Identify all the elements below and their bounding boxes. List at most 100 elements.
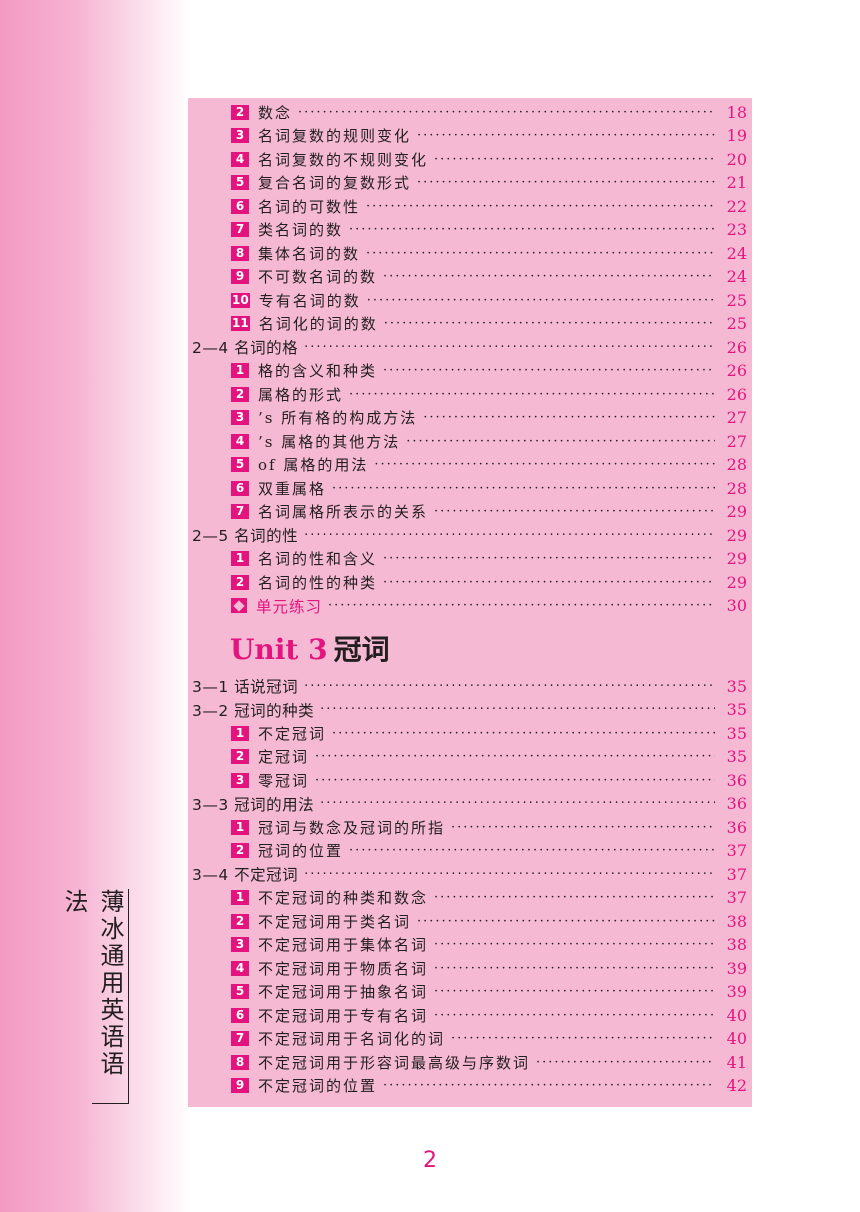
dot-leader — [332, 481, 715, 496]
dot-leader — [434, 504, 715, 519]
toc-entry-label: 不定冠词用于形容词最高级与序数词 — [258, 1053, 531, 1072]
dot-leader — [349, 222, 715, 237]
toc-entry-page: 36 — [726, 770, 747, 790]
section-number-badge: 2 — [231, 386, 249, 402]
toc-entry[interactable]: 7 名词属格所表示的关系 29 — [188, 501, 752, 523]
toc-entry-label: ’s 属格的其他方法 — [258, 432, 401, 451]
section-number-badge: 9 — [231, 1078, 249, 1093]
toc-entry-page: 25 — [726, 314, 747, 333]
toc-entry[interactable]: 2 属格的形式 26 — [188, 383, 752, 405]
section-number-badge: 8 — [231, 245, 249, 261]
toc-entry[interactable]: 3—1 话说冠词 35 — [188, 675, 752, 697]
toc-entry-label: 零冠词 — [258, 771, 310, 790]
toc-entry[interactable]: 3 不定冠词用于集体名词 38 — [188, 934, 752, 956]
toc-entry-page: 36 — [726, 794, 747, 813]
dot-leader — [451, 1031, 715, 1046]
toc-entry-label: 冠词的位置 — [258, 842, 344, 860]
section-number-badge: 1 — [231, 890, 249, 905]
toc-entry[interactable]: 8 不定冠词用于形容词最高级与序数词 41 — [188, 1051, 752, 1073]
toc-entry[interactable]: 单元练习 30 — [188, 595, 752, 617]
toc-entry[interactable]: 9 不定冠词的位置 42 — [188, 1075, 752, 1097]
toc-entry[interactable]: 6 双重属格 28 — [188, 477, 752, 499]
section-number-badge: 2 — [231, 104, 249, 120]
dot-leader — [320, 702, 715, 717]
toc-entry[interactable]: 6 不定冠词用于专有名词 40 — [188, 1004, 752, 1026]
toc-entry-page: 24 — [726, 243, 747, 263]
toc-entry[interactable]: 2 冠词的位置 37 — [188, 840, 752, 862]
dot-leader — [304, 679, 715, 694]
toc-entry[interactable]: 2 名词的性的种类 29 — [188, 571, 752, 593]
toc-entry-page: 40 — [726, 1029, 747, 1048]
toc-entry-page: 18 — [726, 102, 747, 122]
toc-entry[interactable]: 2 不定冠词用于类名词 38 — [188, 910, 752, 932]
toc-entry[interactable]: 4 不定冠词用于物质名词 39 — [188, 957, 752, 979]
toc-entry[interactable]: 2—4 名词的格 26 — [188, 336, 752, 358]
toc-entry-label: 2—4 名词的格 — [192, 339, 299, 357]
toc-entry[interactable]: 4 ’s 属格的其他方法 27 — [188, 430, 752, 452]
toc-entry[interactable]: 1 名词的性和含义 29 — [188, 548, 752, 570]
toc-entry[interactable]: 8 集体名词的数 24 — [188, 242, 752, 264]
toc-entry[interactable]: 2—5 名词的性 29 — [188, 524, 752, 546]
dot-leader — [434, 961, 715, 976]
toc-entry-label: 3—2 冠词的种类 — [192, 701, 315, 720]
dot-leader — [349, 387, 715, 402]
toc-entry-label: 定冠词 — [258, 748, 310, 766]
toc-entry[interactable]: 7 不定冠词用于名词化的词 40 — [188, 1028, 752, 1050]
unit-title: 冠词 — [333, 633, 390, 666]
toc-entry-page: 27 — [726, 408, 747, 427]
dot-leader — [383, 269, 715, 284]
toc-entry[interactable]: 3 名词复数的规则变化 19 — [188, 125, 752, 147]
dot-leader — [434, 937, 715, 952]
toc-entry[interactable]: 3 零冠词 36 — [188, 769, 752, 791]
toc-entry[interactable]: 3—2 冠词的种类 35 — [188, 699, 752, 721]
toc-entry-label: 格的含义和种类 — [258, 362, 378, 380]
toc-entry[interactable]: 1 不定冠词 35 — [188, 722, 752, 744]
dot-leader — [328, 598, 715, 613]
section-number-badge: 9 — [231, 269, 249, 284]
toc-entry-label: 复合名词的复数形式 — [258, 174, 412, 192]
dot-leader — [298, 105, 715, 120]
section-number-badge: 1 — [231, 363, 249, 378]
dot-leader — [417, 128, 715, 143]
toc-entry-page: 26 — [726, 361, 747, 380]
toc-entry-page: 37 — [726, 888, 747, 907]
toc-entry-page: 28 — [726, 478, 747, 498]
toc-entry[interactable]: 5 复合名词的复数形式 21 — [188, 172, 752, 194]
toc-entry[interactable]: 3 ’s 所有格的构成方法 27 — [188, 407, 752, 429]
toc-entry-page: 40 — [726, 1005, 747, 1025]
toc-entry-page: 26 — [726, 384, 747, 404]
toc-entry-label: 名词复数的规则变化 — [258, 127, 412, 145]
toc-entry[interactable]: 6 名词的可数性 22 — [188, 195, 752, 217]
toc-entry[interactable]: 7 类名词的数 23 — [188, 219, 752, 241]
toc-entry[interactable]: 1 冠词与数念及冠词的所指 36 — [188, 816, 752, 838]
section-number-badge: 1 — [231, 725, 249, 741]
toc-entry-label: 属格的形式 — [258, 385, 344, 404]
toc-entry[interactable]: 10 专有名词的数 25 — [188, 289, 752, 311]
unit-heading: Unit 3 冠词 — [230, 628, 390, 668]
toc-entry[interactable]: 1 格的含义和种类 26 — [188, 360, 752, 382]
dot-leader — [434, 890, 715, 905]
section-number-badge: 11 — [231, 316, 250, 331]
section-number-badge: 7 — [231, 504, 249, 519]
toc-entry[interactable]: 1 不定冠词的种类和数念 37 — [188, 887, 752, 909]
section-number-badge: 3 — [231, 937, 249, 952]
toc-entry[interactable]: 5 of 属格的用法 28 — [188, 454, 752, 476]
toc-entry-label: 双重属格 — [258, 479, 327, 498]
toc-entry-page: 22 — [726, 196, 747, 216]
toc-entry[interactable]: 9 不可数名词的数 24 — [188, 266, 752, 288]
toc-entry[interactable]: 3—3 冠词的用法 36 — [188, 793, 752, 815]
toc-entry[interactable]: 3—4 不定冠词 37 — [188, 863, 752, 885]
toc-entry-page: 30 — [726, 596, 747, 615]
dot-leader — [434, 1008, 715, 1023]
toc-entry[interactable]: 2 定冠词 35 — [188, 746, 752, 768]
toc-entry[interactable]: 11 名词化的词的数 25 — [188, 313, 752, 335]
dot-leader — [406, 434, 715, 449]
toc-entry-label: 3—1 话说冠词 — [192, 678, 299, 696]
dot-leader — [366, 199, 715, 214]
toc-entry-label: 不定冠词用于物质名词 — [258, 959, 429, 978]
toc-entry[interactable]: 2 数念 18 — [188, 101, 752, 123]
section-number-badge: 1 — [231, 551, 249, 566]
section-number-badge: 2 — [231, 843, 249, 858]
toc-entry[interactable]: 5 不定冠词用于抽象名词 39 — [188, 981, 752, 1003]
toc-entry[interactable]: 4 名词复数的不规则变化 20 — [188, 148, 752, 170]
